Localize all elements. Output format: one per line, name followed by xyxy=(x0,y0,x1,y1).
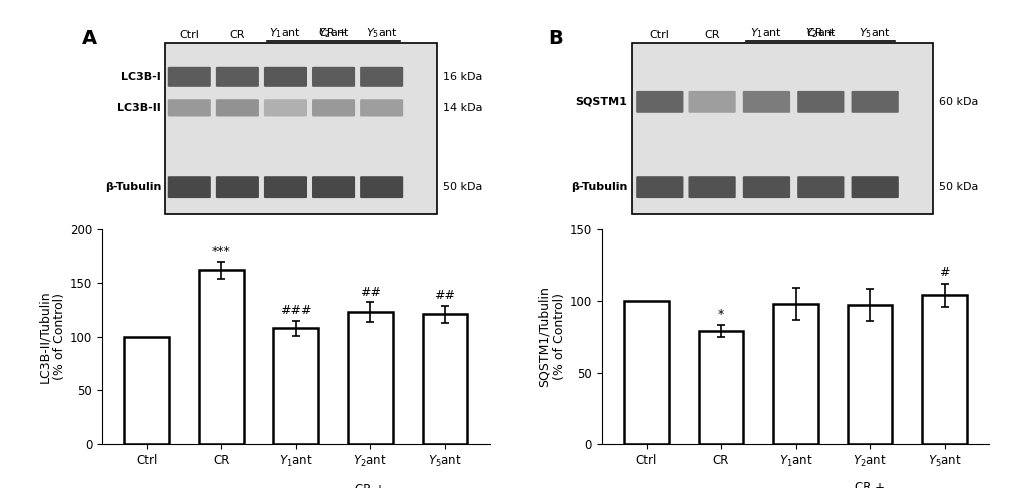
FancyBboxPatch shape xyxy=(216,176,259,198)
Text: 14 kDa: 14 kDa xyxy=(443,103,482,113)
Text: CR +: CR + xyxy=(319,28,347,38)
Bar xyxy=(347,312,392,444)
Bar xyxy=(124,337,169,444)
Bar xyxy=(847,305,892,444)
Text: $Y_5$ant: $Y_5$ant xyxy=(858,26,891,40)
Text: CR +: CR + xyxy=(355,483,385,488)
Text: Ctrl: Ctrl xyxy=(649,30,669,40)
Text: ##: ## xyxy=(360,286,380,299)
Text: CR +: CR + xyxy=(854,481,884,488)
FancyBboxPatch shape xyxy=(636,91,683,113)
FancyBboxPatch shape xyxy=(851,176,898,198)
Text: ***: *** xyxy=(212,245,230,258)
FancyBboxPatch shape xyxy=(742,176,790,198)
Y-axis label: LC3B-II/Tubulin
(% of Control): LC3B-II/Tubulin (% of Control) xyxy=(38,290,66,383)
Text: CR: CR xyxy=(229,30,245,40)
FancyBboxPatch shape xyxy=(167,99,211,117)
Bar xyxy=(273,328,318,444)
FancyBboxPatch shape xyxy=(216,67,259,87)
Y-axis label: SQSTM1/Tubulin
(% of Control): SQSTM1/Tubulin (% of Control) xyxy=(537,286,566,387)
FancyBboxPatch shape xyxy=(360,176,403,198)
Text: #: # xyxy=(938,266,949,280)
Text: *: * xyxy=(717,308,723,321)
Text: LC3B-I: LC3B-I xyxy=(121,72,161,82)
Bar xyxy=(921,295,966,444)
FancyBboxPatch shape xyxy=(360,99,403,117)
FancyBboxPatch shape xyxy=(742,91,790,113)
Text: $Y_1$ant: $Y_1$ant xyxy=(269,26,302,40)
Text: ###: ### xyxy=(280,305,311,317)
Text: $Y_5$ant: $Y_5$ant xyxy=(365,26,397,40)
Text: $Y_2$ant: $Y_2$ant xyxy=(317,26,350,40)
Text: $Y_1$ant: $Y_1$ant xyxy=(750,26,782,40)
FancyBboxPatch shape xyxy=(216,99,259,117)
FancyBboxPatch shape xyxy=(264,176,307,198)
Text: A: A xyxy=(82,29,97,48)
FancyBboxPatch shape xyxy=(264,99,307,117)
FancyBboxPatch shape xyxy=(264,67,307,87)
Text: B: B xyxy=(547,29,562,48)
Text: CR: CR xyxy=(704,30,719,40)
Text: 60 kDa: 60 kDa xyxy=(938,97,977,107)
Text: LC3B-II: LC3B-II xyxy=(117,103,161,113)
Text: β-Tubulin: β-Tubulin xyxy=(105,182,161,192)
FancyBboxPatch shape xyxy=(688,91,735,113)
Text: SQSTM1: SQSTM1 xyxy=(575,97,627,107)
FancyBboxPatch shape xyxy=(688,176,735,198)
Bar xyxy=(631,43,931,214)
FancyBboxPatch shape xyxy=(797,176,844,198)
FancyBboxPatch shape xyxy=(797,91,844,113)
FancyBboxPatch shape xyxy=(851,91,898,113)
Text: $Y_2$ant: $Y_2$ant xyxy=(804,26,836,40)
Text: ##: ## xyxy=(434,289,454,303)
Text: 16 kDa: 16 kDa xyxy=(443,72,482,82)
Text: Ctrl: Ctrl xyxy=(179,30,199,40)
Bar xyxy=(698,331,743,444)
FancyBboxPatch shape xyxy=(312,176,355,198)
FancyBboxPatch shape xyxy=(167,176,211,198)
FancyBboxPatch shape xyxy=(360,67,403,87)
Bar xyxy=(772,304,817,444)
Bar xyxy=(199,270,244,444)
Bar xyxy=(422,314,467,444)
FancyBboxPatch shape xyxy=(312,67,355,87)
Text: 50 kDa: 50 kDa xyxy=(938,182,977,192)
Text: 50 kDa: 50 kDa xyxy=(443,182,482,192)
FancyBboxPatch shape xyxy=(167,67,211,87)
FancyBboxPatch shape xyxy=(636,176,683,198)
Bar xyxy=(165,43,437,214)
Text: CR +: CR + xyxy=(806,28,835,38)
Text: β-Tubulin: β-Tubulin xyxy=(571,182,627,192)
Bar xyxy=(624,301,668,444)
FancyBboxPatch shape xyxy=(312,99,355,117)
